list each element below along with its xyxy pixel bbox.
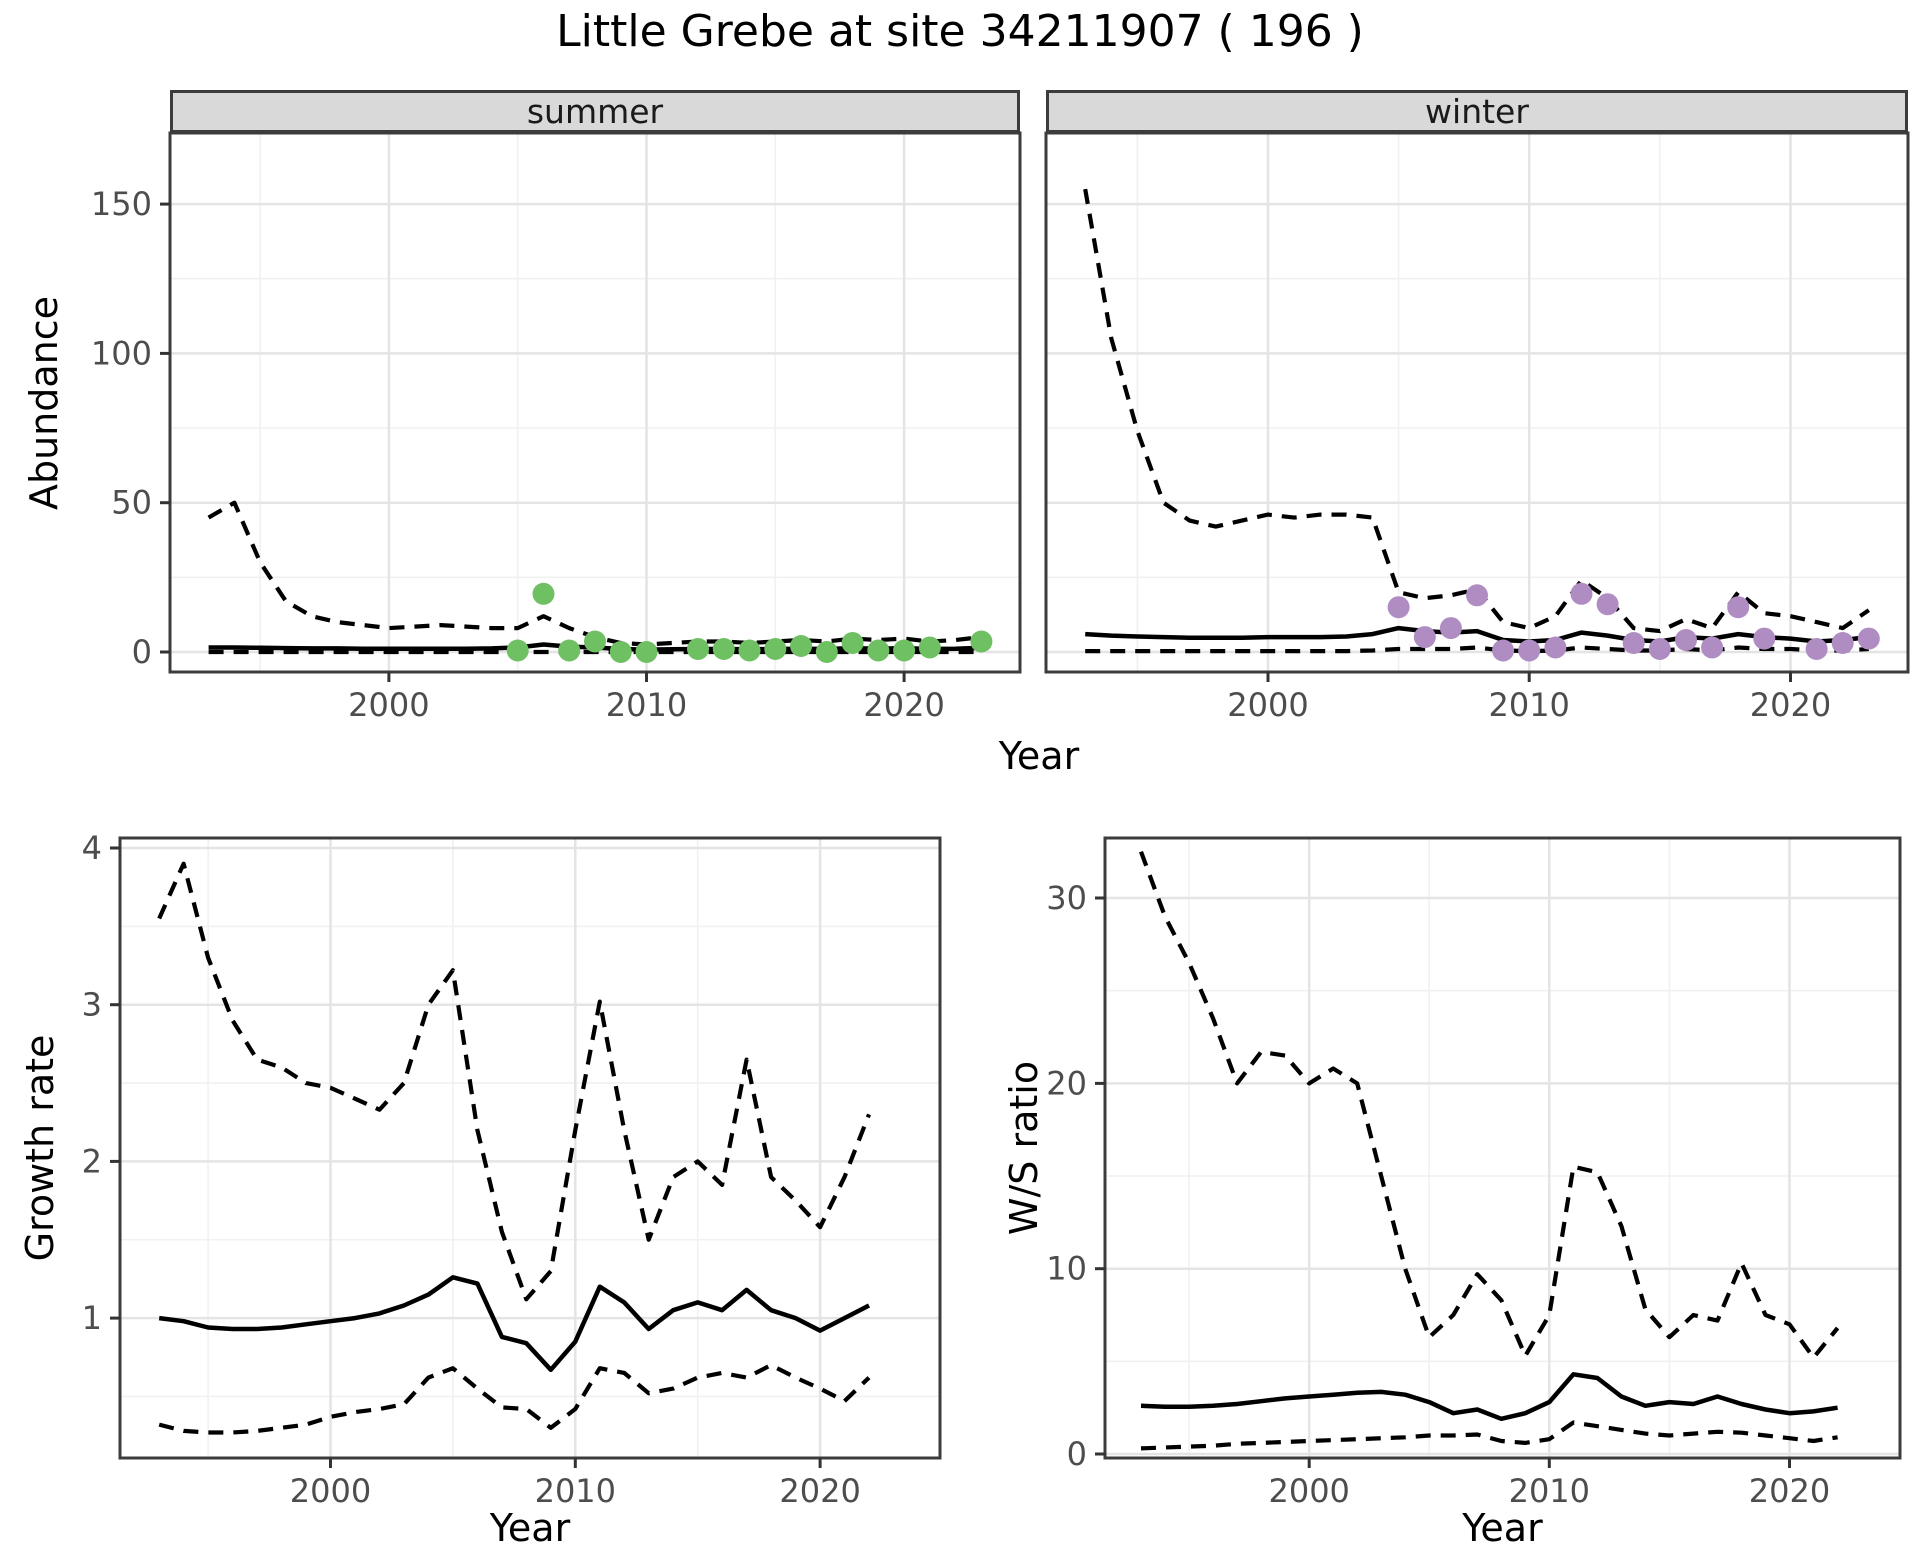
panel-border bbox=[118, 836, 942, 1460]
data-point-winter-observations bbox=[1805, 638, 1828, 660]
data-point-winter-observations bbox=[1492, 639, 1515, 662]
x-axis-title-year-top: Year bbox=[998, 734, 1080, 778]
data-point-winter-observations bbox=[1675, 629, 1697, 651]
y-tick-label: 50 bbox=[111, 484, 152, 522]
panel-border bbox=[168, 131, 1022, 674]
data-point-summer-observations bbox=[790, 635, 813, 657]
data-point-summer-observations bbox=[815, 641, 838, 663]
facet-strip-summer: summer bbox=[170, 90, 1020, 133]
panel-background bbox=[120, 838, 940, 1458]
y-tick-label: 10 bbox=[1046, 1250, 1087, 1288]
facet-strip-winter: winter bbox=[1046, 90, 1908, 133]
data-point-summer-observations bbox=[558, 639, 581, 662]
facet-strip-summer-label: summer bbox=[526, 92, 664, 131]
series-median bbox=[1085, 625, 1870, 644]
panel-ws_ratio: 2000 2010 2020 0 10 20 30 bbox=[1046, 836, 1902, 1510]
data-point-winter-observations bbox=[1831, 632, 1854, 654]
chart-title: Little Grebe at site 34211907 ( 196 ) bbox=[556, 6, 1364, 57]
panel-growth_rate: 2000 2010 2020 1 2 3 4 bbox=[82, 829, 942, 1510]
y-tick-label: 100 bbox=[91, 334, 152, 372]
data-point-summer-observations bbox=[506, 639, 529, 662]
x-tick-label: 2020 bbox=[1750, 686, 1831, 724]
series-lower-ci bbox=[1140, 1420, 1838, 1451]
x-tick-label: 2010 bbox=[535, 1472, 616, 1510]
data-point-winter-observations bbox=[1622, 632, 1645, 654]
data-point-summer-observations bbox=[584, 630, 606, 653]
data-point-summer-observations bbox=[970, 630, 993, 653]
series-median bbox=[158, 1275, 871, 1373]
panel-border bbox=[1103, 836, 1902, 1460]
series-lower-ci bbox=[1085, 645, 1869, 654]
x-tick-label: 2020 bbox=[779, 1472, 860, 1510]
panel-background bbox=[1105, 838, 1900, 1458]
data-point-winter-observations bbox=[1596, 593, 1619, 616]
panel-background bbox=[170, 133, 1020, 672]
data-point-winter-observations bbox=[1387, 596, 1410, 619]
x-tick-label: 2010 bbox=[1488, 686, 1569, 724]
panel-abundance_summer: 2000 2010 2020 0 50 100 150 bbox=[91, 131, 1022, 724]
data-point-summer-observations bbox=[635, 641, 658, 663]
data-point-winter-observations bbox=[1439, 617, 1462, 640]
panel-abundance_winter: 2000 2010 2020 bbox=[1044, 131, 1910, 724]
data-point-winter-observations bbox=[1570, 582, 1593, 605]
data-point-winter-observations bbox=[1727, 596, 1750, 619]
data-point-summer-observations bbox=[764, 638, 787, 660]
panel-border bbox=[1044, 131, 1910, 674]
y-tick-label: 3 bbox=[82, 986, 102, 1024]
x-axis-title-year-growth: Year bbox=[489, 1506, 571, 1550]
y-tick-label: 0 bbox=[1067, 1435, 1087, 1473]
y-tick-label: 1 bbox=[82, 1299, 102, 1337]
data-point-winter-observations bbox=[1857, 627, 1880, 650]
panel-background bbox=[1046, 133, 1908, 672]
data-point-summer-observations bbox=[712, 638, 735, 660]
y-tick-label: 0 bbox=[132, 633, 152, 671]
series-upper-ci bbox=[157, 861, 871, 1302]
x-tick-label: 2000 bbox=[348, 686, 429, 724]
data-point-winter-observations bbox=[1413, 626, 1436, 649]
data-point-winter-observations bbox=[1518, 639, 1541, 662]
x-tick-label: 2020 bbox=[863, 686, 944, 724]
y-tick-label: 30 bbox=[1046, 879, 1087, 917]
data-point-winter-observations bbox=[1701, 636, 1724, 659]
x-tick-label: 2000 bbox=[1227, 686, 1308, 724]
data-point-winter-observations bbox=[1466, 584, 1488, 607]
series-lower-ci bbox=[158, 1362, 871, 1435]
x-tick-label: 2000 bbox=[1268, 1472, 1349, 1510]
data-point-summer-observations bbox=[841, 632, 864, 654]
x-tick-label: 2000 bbox=[290, 1472, 371, 1510]
data-point-winter-observations bbox=[1648, 638, 1671, 660]
data-point-summer-observations bbox=[738, 639, 761, 662]
data-point-summer-observations bbox=[918, 636, 941, 659]
data-point-winter-observations bbox=[1544, 636, 1567, 659]
x-axis-title-year-ws: Year bbox=[1462, 1506, 1543, 1550]
data-point-summer-observations bbox=[893, 639, 916, 662]
data-point-summer-observations bbox=[867, 639, 890, 662]
y-tick-label: 4 bbox=[82, 829, 102, 867]
x-tick-label: 2010 bbox=[1509, 1472, 1590, 1510]
data-point-winter-observations bbox=[1753, 627, 1776, 650]
series-median bbox=[1140, 1372, 1838, 1422]
x-tick-label: 2010 bbox=[606, 686, 687, 724]
data-point-summer-observations bbox=[609, 641, 632, 663]
y-tick-label: 150 bbox=[91, 185, 152, 223]
series-upper-ci bbox=[1139, 850, 1840, 1360]
facet-strip-winter-label: winter bbox=[1425, 92, 1529, 131]
y-tick-label: 20 bbox=[1046, 1064, 1087, 1102]
y-tick-label: 2 bbox=[82, 1142, 102, 1180]
data-point-summer-observations bbox=[532, 582, 555, 605]
x-tick-label: 2020 bbox=[1749, 1472, 1830, 1510]
data-point-summer-observations bbox=[687, 638, 709, 660]
